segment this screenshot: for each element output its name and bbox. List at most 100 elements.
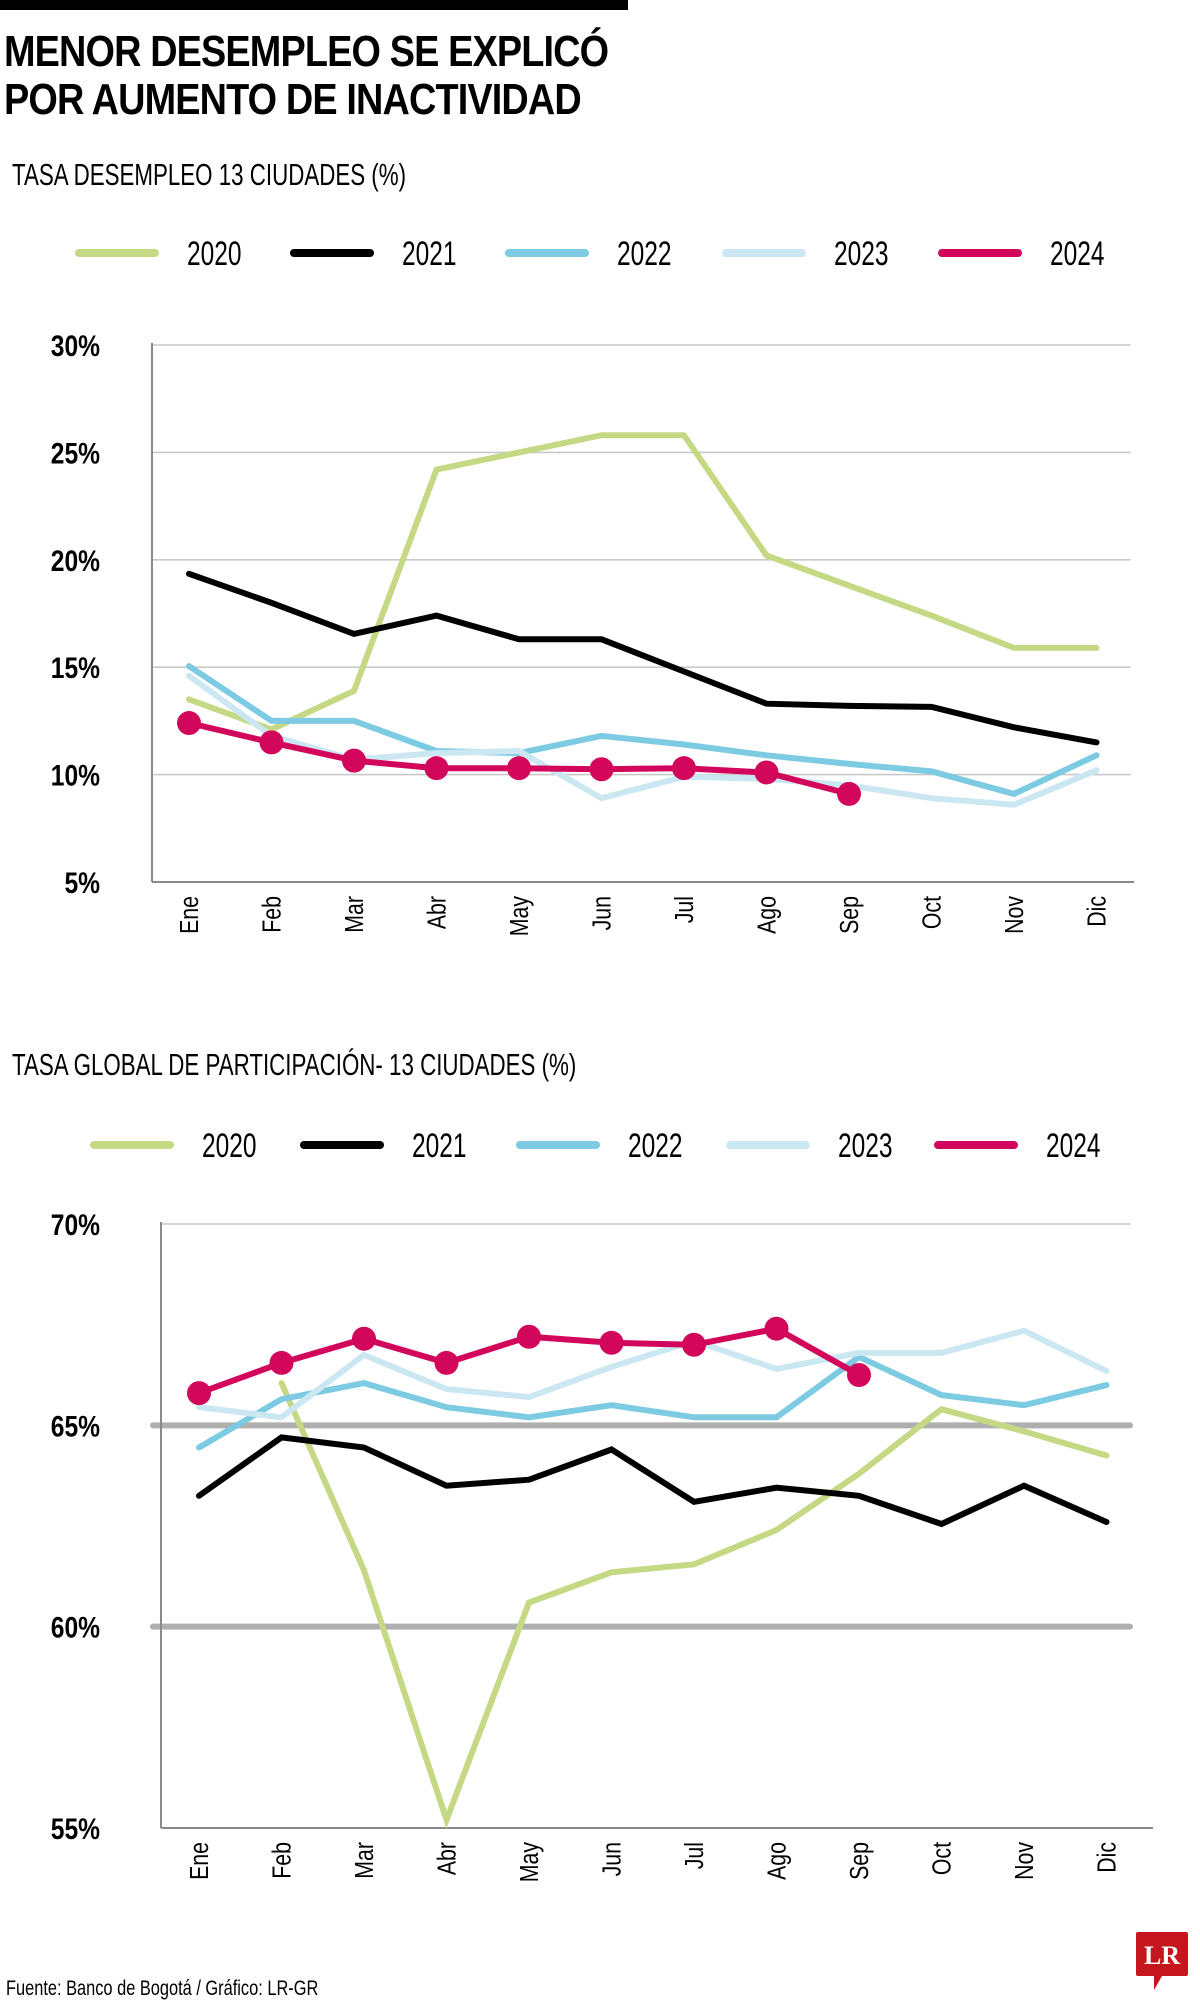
x-tick-label: Feb	[258, 896, 288, 933]
participation-chart: 70% 65% 60% 55% Ene Feb Mar Abr May Jun Jul Ago Sep O…	[51, 1208, 1153, 1882]
legend-swatch	[90, 1141, 174, 1149]
series-2020	[186, 432, 1100, 733]
y-tick-label: 30%	[51, 329, 100, 363]
unemployment-chart: 30% 25% 20% 15% 10% 5% Ene Feb Mar Abr May Jun Jul Ag…	[51, 329, 1134, 936]
x-tick-label: Dic	[1093, 1842, 1123, 1873]
chart-2-legend: 2020 2021 2022 2023 2024	[0, 1126, 1200, 1166]
data-point-2024	[837, 781, 861, 806]
chart-1-legend: 2020 2021 2022 2023 2024	[0, 234, 1200, 274]
chart-1-title: TASA DESEMPLEO 13 CIUDADES (%)	[12, 157, 407, 192]
data-point-2024	[847, 1363, 871, 1387]
series-2021	[186, 570, 1100, 746]
data-point-2024	[599, 1330, 624, 1355]
legend-swatch	[934, 1141, 1018, 1149]
y-tick-label: 55%	[51, 1812, 100, 1846]
series-line-2022	[196, 1353, 1110, 1451]
legend-swatch	[300, 1141, 384, 1149]
data-point-2024	[269, 1350, 294, 1375]
y-tick-label: 25%	[51, 436, 100, 470]
svg-text:LR: LR	[1144, 1941, 1180, 1970]
y-tick-label: 5%	[64, 866, 100, 900]
legend-label: 2023	[838, 1127, 893, 1165]
chart-2-title: TASA GLOBAL DE PARTICIPACIÓN- 13 CIUDADE…	[12, 1047, 577, 1082]
x-tick-label: Feb	[268, 1842, 298, 1879]
series-line-2020	[186, 432, 1100, 733]
legend-label: 2022	[628, 1127, 683, 1165]
data-point-2024	[352, 1326, 376, 1351]
data-point-2024	[177, 711, 201, 736]
y-tick-label: 15%	[51, 651, 100, 685]
x-tick-label: Jun	[588, 896, 618, 930]
x-tick-label: Ago	[763, 1842, 793, 1880]
x-tick-label: Dic	[1083, 896, 1113, 927]
data-point-2024	[187, 1381, 211, 1406]
y-tick-label: 20%	[51, 543, 100, 577]
series-line-2023	[196, 1327, 1110, 1421]
data-point-2024	[259, 730, 284, 755]
series-2024	[177, 711, 861, 806]
x-tick-label: Ene	[185, 1842, 215, 1880]
x-tick-label: Jul	[680, 1842, 710, 1869]
x-tick-label: Jun	[598, 1842, 628, 1876]
x-tick-label: Abr	[433, 1842, 463, 1875]
series-2024	[187, 1316, 871, 1406]
data-point-2024	[672, 756, 696, 781]
series-2023	[196, 1327, 1110, 1421]
series-line-2020	[278, 1380, 1110, 1829]
data-point-2024	[507, 756, 531, 781]
data-point-2024	[434, 1350, 459, 1375]
legend-label: 2024	[1050, 235, 1105, 273]
series-2022	[186, 663, 1100, 798]
legend-label: 2022	[617, 235, 672, 273]
title-line-2: POR AUMENTO DE INACTIVIDAD	[4, 75, 582, 124]
series-line-2021	[186, 570, 1100, 746]
legend-swatch	[75, 249, 159, 257]
data-point-2024	[589, 757, 614, 782]
page-title: MENOR DESEMPLEO SE EXPLICÓ POR AUMENTO D…	[4, 27, 609, 124]
x-tick-label: Oct	[918, 896, 948, 930]
series-2021	[196, 1434, 1110, 1528]
legend-label: 2021	[402, 235, 457, 273]
series-line-2022	[186, 663, 1100, 798]
x-tick-label: Jul	[670, 896, 700, 923]
legend-label: 2021	[412, 1127, 467, 1165]
x-tick-label: Sep	[835, 896, 865, 934]
data-point-2024	[682, 1332, 706, 1357]
x-tick-label: May	[515, 1842, 545, 1882]
lr-logo: LR	[1136, 1932, 1188, 1994]
data-point-2024	[517, 1324, 541, 1349]
x-tick-label: Nov	[1000, 896, 1030, 934]
legend-label: 2020	[187, 235, 242, 273]
series-2020	[278, 1380, 1110, 1829]
x-tick-label: Oct	[928, 1842, 958, 1876]
legend-swatch	[505, 249, 589, 257]
x-tick-label: Sep	[845, 1842, 875, 1880]
data-point-2024	[342, 748, 366, 773]
top-rule	[0, 0, 628, 10]
x-tick-label: Ago	[753, 896, 783, 934]
x-tick-label: Nov	[1010, 1842, 1040, 1880]
legend-swatch	[938, 249, 1022, 257]
data-point-2024	[764, 1316, 789, 1341]
legend-swatch	[516, 1141, 600, 1149]
x-tick-label: Ene	[175, 896, 205, 934]
legend-label: 2020	[202, 1127, 257, 1165]
legend-swatch	[722, 249, 806, 257]
source-note: Fuente: Banco de Bogotá / Gráfico: LR-GR	[6, 1977, 319, 2000]
x-tick-label: Abr	[423, 896, 453, 929]
data-point-2024	[424, 756, 449, 781]
data-point-2024	[754, 760, 779, 785]
y-tick-label: 70%	[51, 1208, 100, 1242]
legend-label: 2023	[834, 235, 889, 273]
series-2022	[196, 1353, 1110, 1451]
lr-logo-icon: LR	[1136, 1932, 1188, 1990]
legend-swatch	[726, 1141, 810, 1149]
title-line-1: MENOR DESEMPLEO SE EXPLICÓ	[4, 27, 609, 76]
legend-swatch	[290, 249, 374, 257]
x-tick-label: May	[505, 896, 535, 936]
x-tick-label: Mar	[340, 896, 370, 933]
y-tick-label: 60%	[51, 1610, 100, 1644]
legend-label: 2024	[1046, 1127, 1101, 1165]
y-tick-label: 65%	[51, 1409, 100, 1443]
